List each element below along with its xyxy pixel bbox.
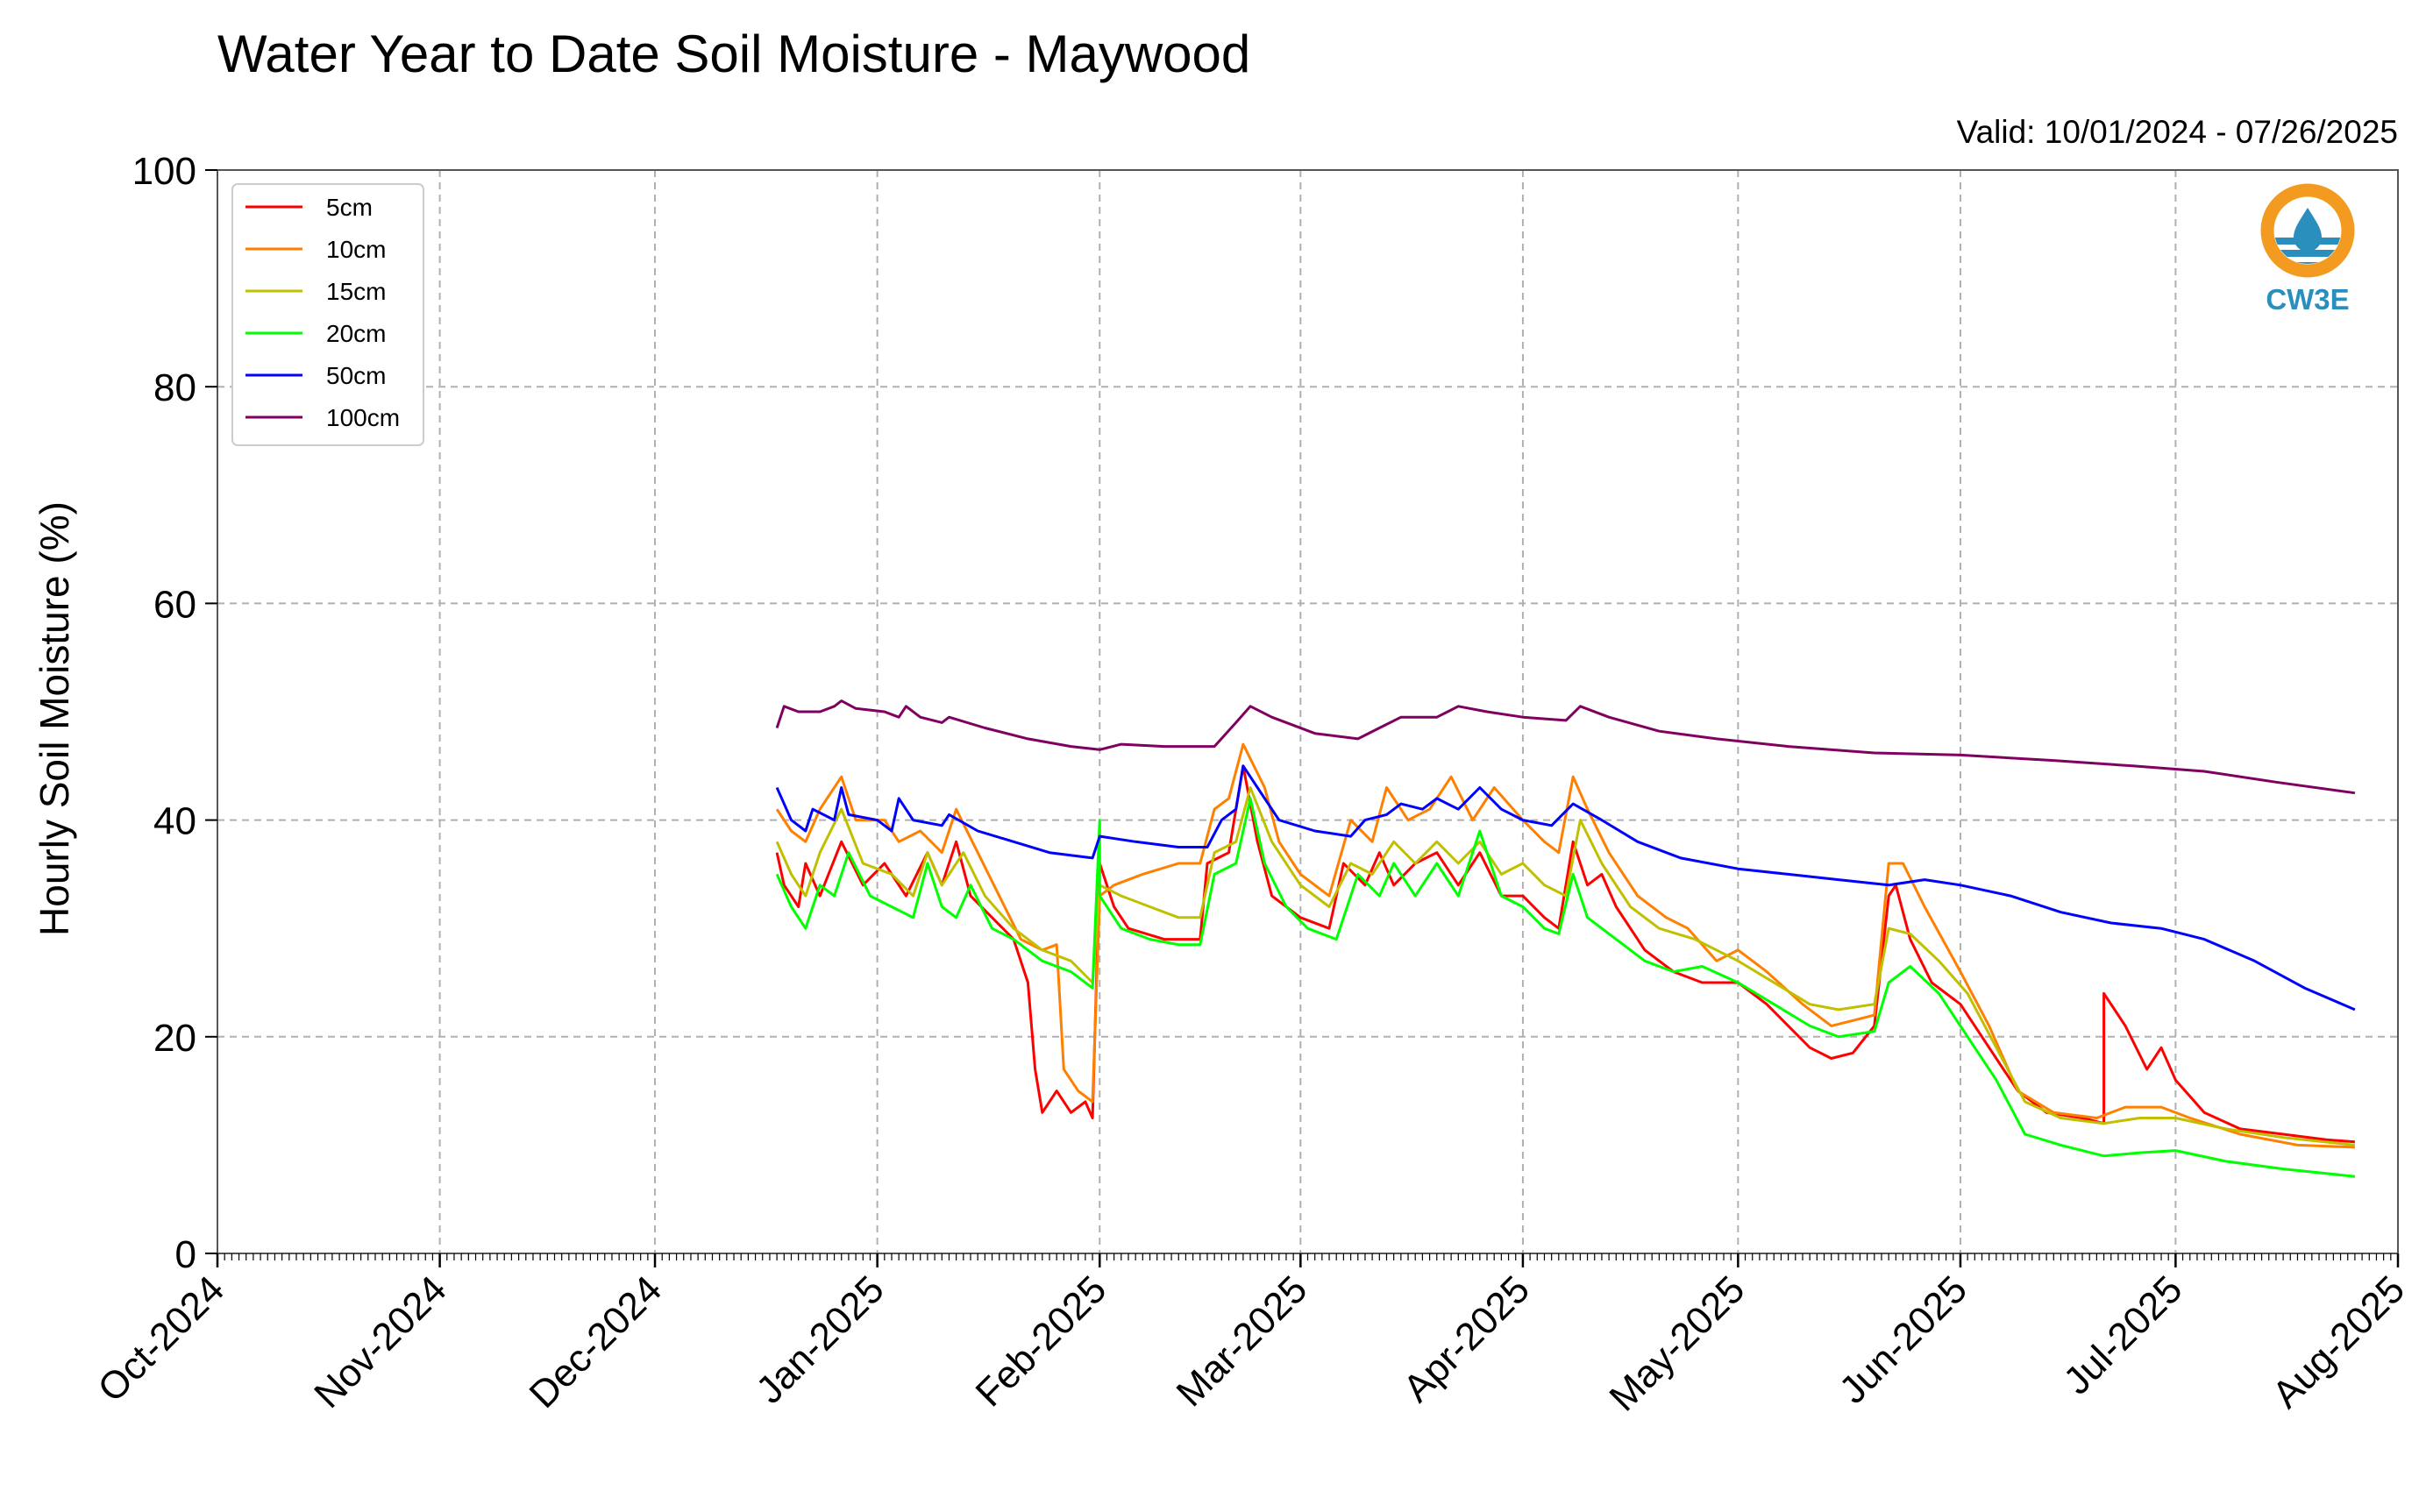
x-tick-label: Mar-2025	[1169, 1267, 1316, 1415]
series-line-5cm	[775, 764, 2356, 1144]
x-tick-label: Nov-2024	[306, 1267, 455, 1416]
legend-label-10cm: 10cm	[326, 236, 386, 263]
axes: 0 20 40 60 80 100 Oct-2024 Nov-2024 Dec-2024 Jan-…	[89, 150, 2413, 1419]
cw3e-logo: CW3E	[2260, 183, 2355, 316]
x-tick-label: Oct-2024	[89, 1267, 232, 1410]
series-line-20cm	[775, 797, 2356, 1178]
x-tick-label: May-2025	[1601, 1267, 1753, 1419]
y-axis-label: Hourly Soil Moisture (%)	[32, 501, 77, 936]
y-tick-label: 0	[175, 1233, 196, 1276]
series-line-10cm	[775, 742, 2355, 1149]
legend-label-100cm: 100cm	[326, 404, 400, 431]
grid-lines	[217, 170, 2398, 1253]
x-tick-label: Aug-2025	[2264, 1267, 2413, 1416]
chart-subtitle: Valid: 10/01/2024 - 07/26/2025	[1957, 114, 2398, 150]
series-line-100cm	[775, 699, 2356, 795]
chart-title: Water Year to Date Soil Moisture - Maywo…	[217, 25, 1250, 83]
x-tick-label: Dec-2024	[522, 1267, 671, 1416]
logo-ring-icon	[2260, 183, 2355, 278]
legend-label-15cm: 15cm	[326, 278, 386, 305]
logo-text: CW3E	[2266, 283, 2349, 316]
x-tick-label: Jun-2025	[1832, 1267, 1975, 1411]
legend-label-50cm: 50cm	[326, 362, 386, 389]
y-tick-label: 60	[153, 583, 196, 626]
x-tick-label: Jul-2025	[2055, 1267, 2190, 1402]
y-tick-label: 100	[132, 150, 196, 193]
series-line-15cm	[775, 786, 2356, 1146]
y-tick-label: 20	[153, 1017, 196, 1060]
logo-drop-icon	[2294, 208, 2322, 252]
series-line-50cm	[775, 764, 2356, 1012]
y-tick-label: 40	[153, 800, 196, 843]
x-tick-label: Feb-2025	[967, 1267, 1114, 1415]
plot-frame	[217, 169, 2399, 1254]
x-tick-label: Apr-2025	[1395, 1267, 1538, 1410]
legend-label-5cm: 5cm	[326, 194, 373, 221]
legend: 5cm 10cm 15cm 20cm 50cm 100cm	[231, 183, 424, 446]
x-tick-label: Jan-2025	[748, 1267, 892, 1411]
legend-label-20cm: 20cm	[326, 320, 386, 347]
y-tick-label: 80	[153, 366, 196, 409]
